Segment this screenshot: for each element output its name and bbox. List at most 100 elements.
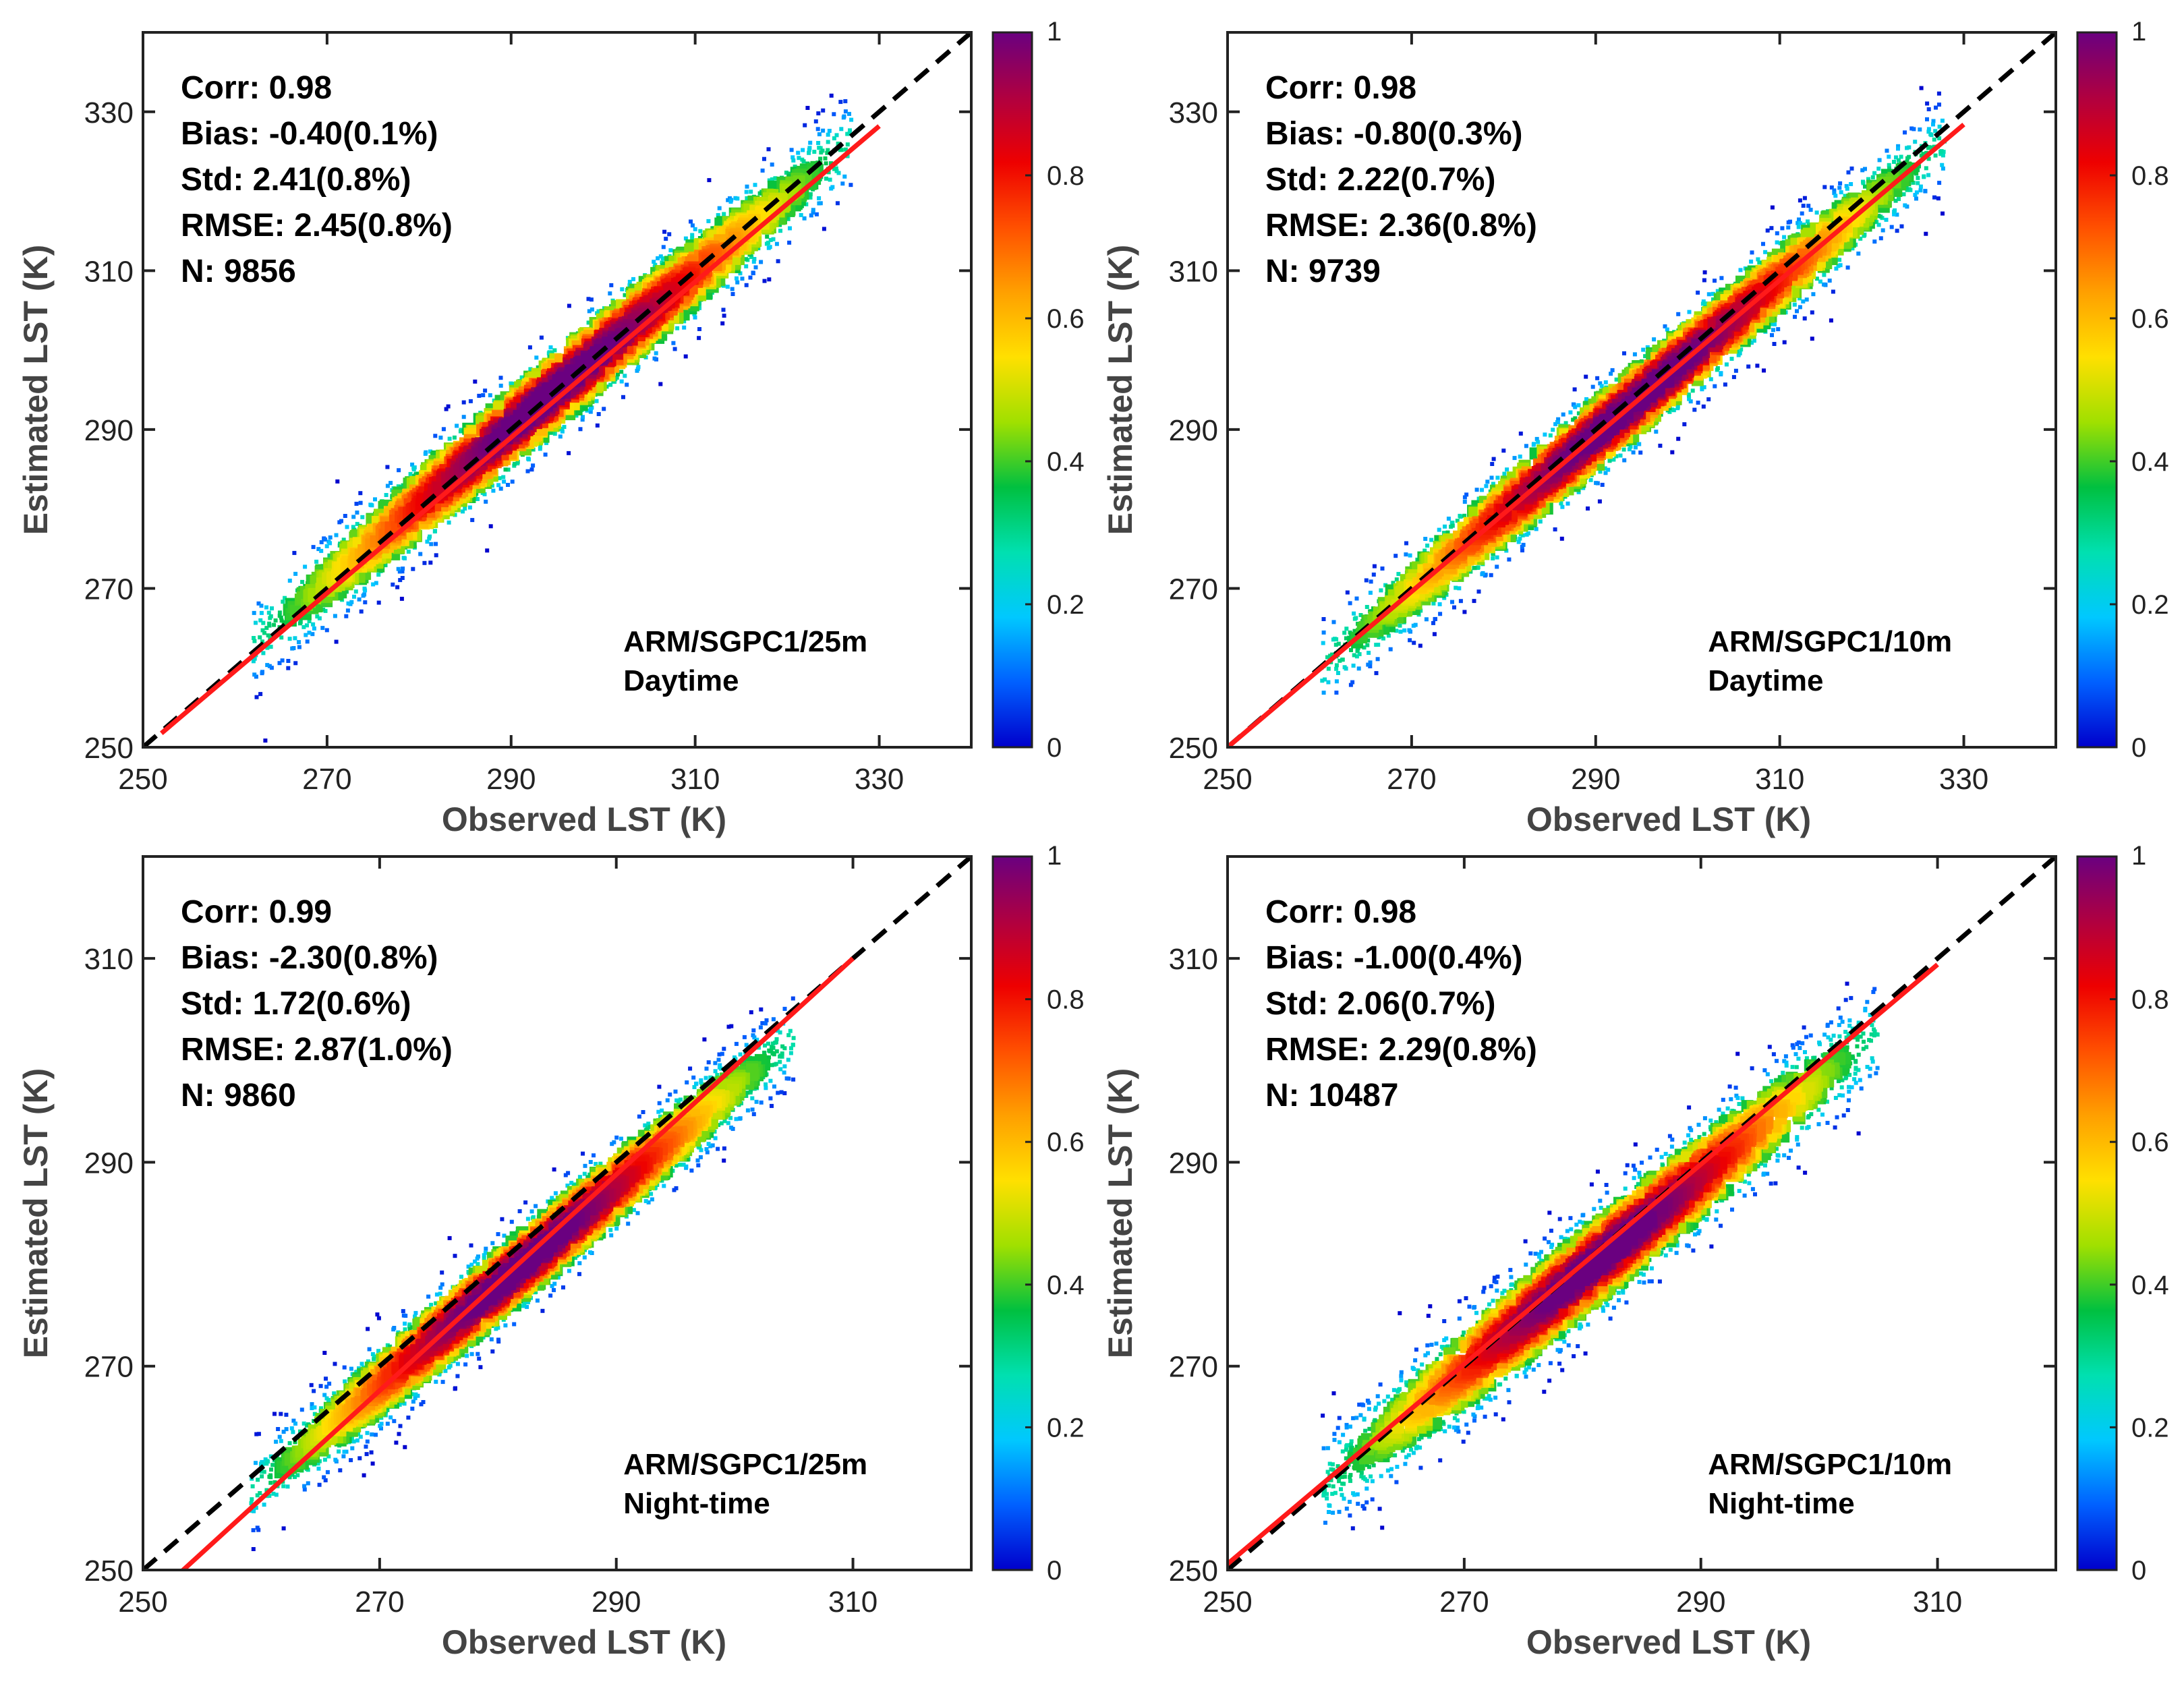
scatter-point [489,524,493,528]
y-tick-label: 310 [84,255,134,288]
scatter-point [1459,515,1463,519]
scatter-point [1716,366,1720,370]
scatter-point [745,190,749,194]
scatter-point [1637,442,1641,446]
scatter-point [1918,127,1922,132]
scatter-point [1364,579,1369,583]
scatter-point [1349,648,1353,652]
scatter-point [1771,206,1775,210]
scatter-point [422,561,426,565]
scatter-point [1783,341,1787,345]
scatter-point [462,415,466,419]
scatter-point [1524,444,1528,448]
scatter-point [1691,388,1695,393]
scatter-point [620,287,624,291]
scatter-point [428,535,432,539]
y-axis-label: Estimated LST (K) [1101,245,1139,535]
scatter-point [286,659,290,663]
scatter-point [745,185,749,189]
scatter-point [1876,167,1880,171]
scatter-point [816,127,820,131]
scatter-point [847,112,851,116]
scatter-point [846,142,850,146]
scatter-point [664,237,668,241]
scatter-point [453,1387,457,1391]
scatter-point [722,212,726,216]
scatter-point [322,1476,326,1480]
scatter-point [1925,117,1929,121]
scatter-point [1429,538,1433,542]
scatter-point [1771,328,1775,332]
colorbar-tick-label: 0.6 [1047,304,1085,334]
scatter-point [819,150,823,154]
scatter-point [796,151,800,155]
scatter-point [688,1067,692,1071]
scatter-point [1369,579,1373,583]
scatter-point [293,572,297,576]
scatter-point [469,1244,473,1248]
scatter-point [707,1142,711,1146]
scatter-point [1431,621,1435,625]
scatter-point [735,277,739,281]
scatter-point [377,601,381,605]
scatter-point [770,163,774,167]
scatter-point [536,1299,540,1303]
colorbar-gradient [993,32,1032,747]
scatter-point [1862,181,1866,185]
scatter-point [293,636,297,640]
scatter-point [602,407,606,411]
y-tick-label: 310 [1169,255,1218,288]
scatter-point [499,376,503,380]
scatter-point [1750,250,1754,254]
scatter-point [826,133,830,137]
scatter-point [268,616,272,620]
scatter-point [386,1422,390,1426]
scatter-point [1713,384,1717,388]
scatter-point [481,393,485,397]
scatter-point [552,1282,556,1286]
scatter-point [1379,588,1383,592]
scatter-point [1447,517,1451,521]
scatter-point [1938,125,1942,129]
scatter-point [1372,573,1376,577]
scatter-point [595,399,599,403]
scatter-point [444,407,449,411]
scatter-point [1352,612,1356,616]
scatter-point [1336,671,1340,675]
scatter-point [1553,527,1557,531]
x-tick-label: 310 [1755,763,1804,796]
scatter-point [1776,327,1780,331]
scatter-point [755,1100,759,1104]
scatter-point [1713,279,1717,283]
scatter-point [265,663,269,667]
scatter-point [312,1405,316,1409]
scatter-point [1611,368,1615,372]
scatter-point [1549,434,1553,438]
scatter-point [802,159,806,163]
scatter-point [763,279,767,283]
scatter-point [1770,333,1774,337]
scatter-point [1586,506,1590,511]
scatter-point [1481,571,1485,575]
scatter-point [366,1440,370,1444]
scatter-point [1839,190,1843,194]
stat-line: RMSE: 2.45(0.8%) [181,208,453,243]
scatter-point [418,552,422,556]
stat-line: Bias: -0.80(0.3%) [1265,116,1523,152]
scatter-point [290,647,294,651]
colorbar-tick-label: 0.2 [1047,590,1085,620]
scatter-point [842,175,846,179]
scatter-point [1822,273,1826,277]
scatter-point [513,462,517,466]
scatter-point [817,196,821,200]
scatter-point [816,141,820,145]
scatter-point [317,1467,321,1471]
scatter-point [1926,173,1930,177]
x-axis-label: Observed LST (K) [1526,801,1811,838]
scatter-point [284,1413,288,1417]
scatter-point [499,487,503,491]
scatter-point [397,468,401,472]
scatter-point [776,259,780,263]
scatter-point [1798,221,1802,225]
